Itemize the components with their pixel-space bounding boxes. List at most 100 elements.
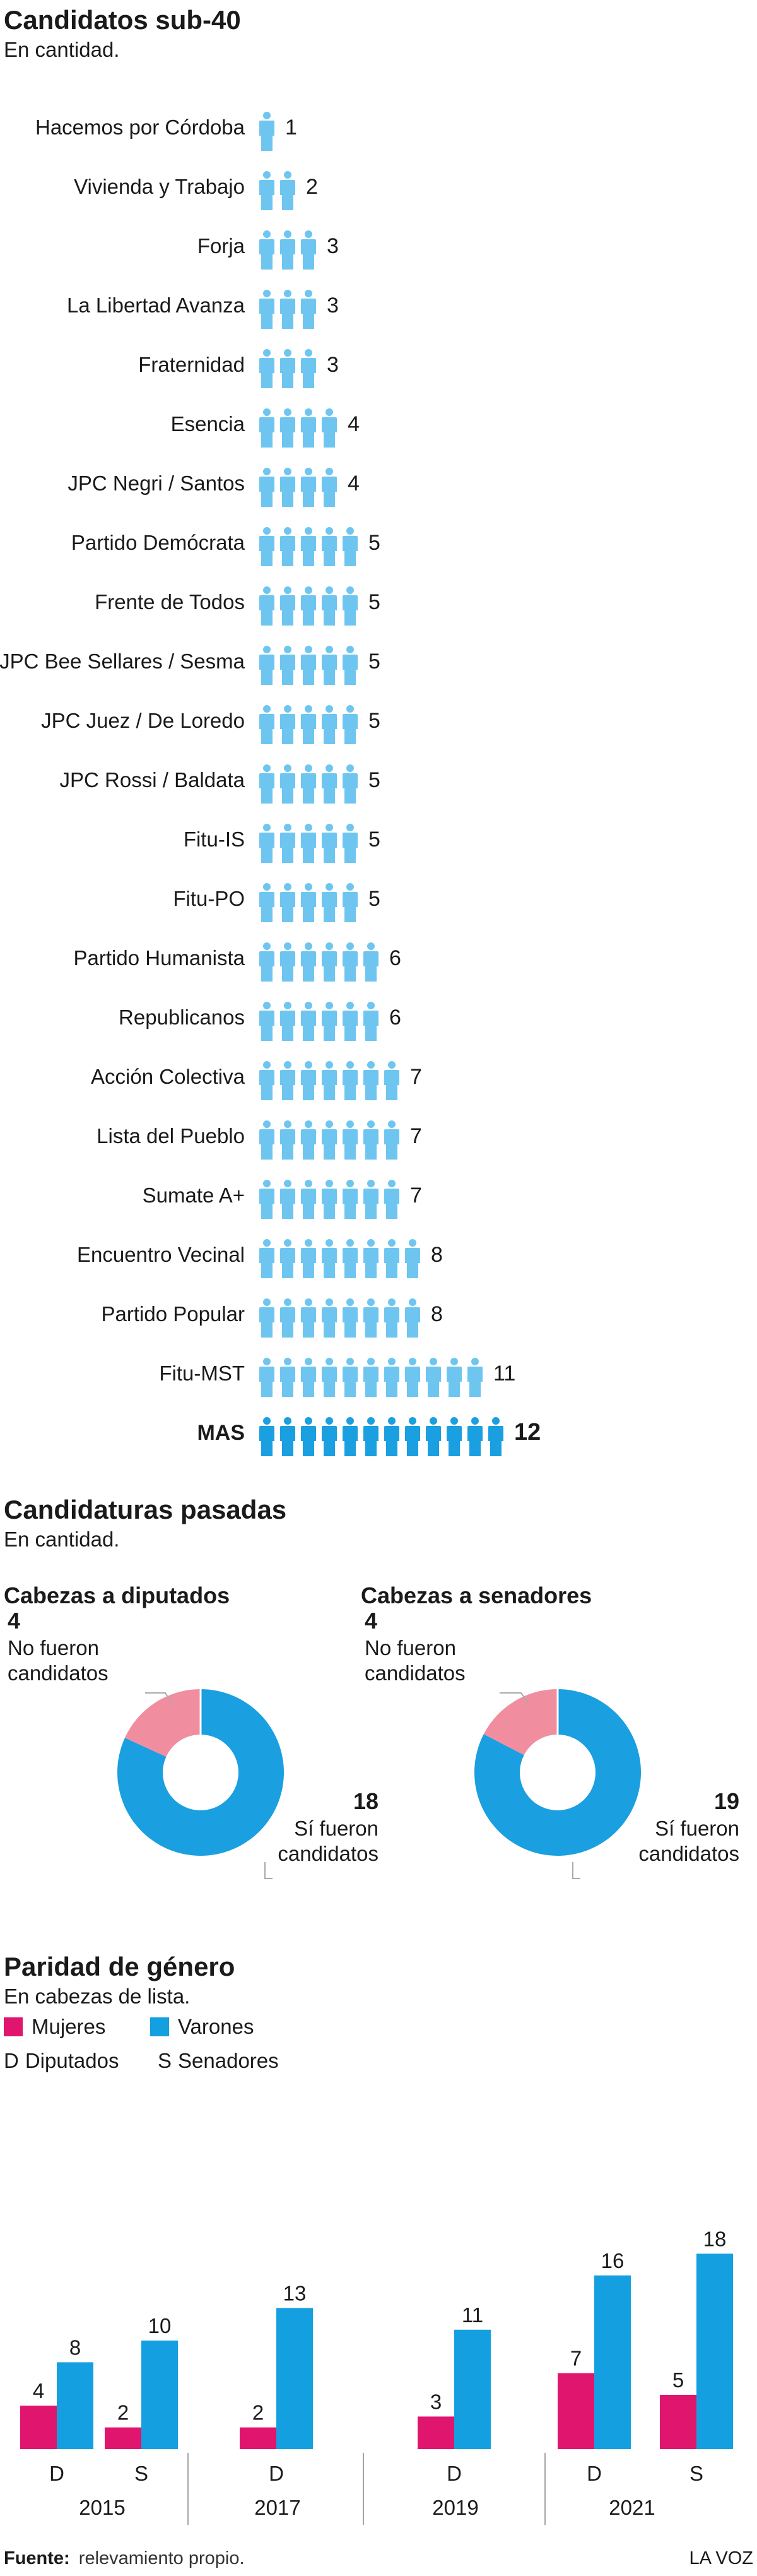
bar-value-varones: 10 [148,2314,172,2337]
person-icon [363,1417,378,1456]
pictogram-row: JPC Rossi / Baldata 5 [60,764,380,804]
person-icon [259,1180,274,1219]
value-label: 7 [410,1124,422,1148]
value-label: 8 [431,1302,443,1326]
person-icon [343,1298,358,1338]
person-icon [363,1120,378,1160]
value-label: 5 [368,590,380,614]
bar-varones [696,2253,733,2449]
party-label: MAS [197,1421,245,1445]
person-icon [384,1120,399,1160]
person-icon [280,646,295,685]
party-label: Encuentro Vecinal [77,1243,245,1266]
party-label: Forja [197,234,245,258]
value-label: 3 [327,294,339,318]
pictogram-row: Republicanos 6 [119,1002,401,1041]
person-icon [301,468,316,507]
value-label: 4 [348,412,360,436]
person-icon [280,527,295,566]
person-icon [384,1061,399,1100]
person-icon [343,1417,358,1456]
person-icon [280,468,295,507]
bar-mujeres [240,2427,276,2449]
person-icon [301,764,316,804]
person-icon [301,230,316,270]
person-icon [322,1002,337,1041]
key-item: S Senadores [158,2049,279,2072]
source-label: Fuente: [4,2548,70,2568]
no-label-line1: No fueron [365,1636,456,1659]
person-icon [301,1239,316,1278]
person-icon [301,1002,316,1041]
person-icon [488,1417,503,1456]
person-icon [259,883,274,922]
person-icon [405,1239,420,1278]
pictogram-row: Hacemos por Córdoba 1 [35,112,297,151]
pictogram-row: Encuentro Vecinal 8 [77,1239,443,1278]
person-icon [280,764,295,804]
person-icon [259,1239,274,1278]
parity-title: Paridad de género [4,1952,235,1981]
person-icon [301,942,316,982]
value-label: 5 [368,531,380,555]
party-label: Fraternidad [138,353,245,376]
person-icon [405,1298,420,1338]
party-label: Hacemos por Córdoba [35,116,245,139]
person-icon [259,646,274,685]
person-icon [301,408,316,448]
bar-varones [141,2341,178,2449]
person-icon [343,586,358,626]
year-group: 3 11 D 2019 [418,2303,491,2519]
value-label: 7 [410,1065,422,1089]
legend: Mujeres Varones D Diputados S Senadores [4,2015,279,2072]
value-label: 1 [285,116,297,139]
pictogram-row: Fitu-IS 5 [184,824,380,863]
value-label: 4 [348,472,360,496]
pictogram-row: Fitu-MST 11 [159,1358,515,1397]
person-icon [363,1002,378,1041]
person-icon [322,942,337,982]
person-icon [426,1358,441,1397]
person-icon [343,646,358,685]
person-icon [259,230,274,270]
bar-value-mujeres: 7 [570,2347,582,2370]
leader-line-no [145,1692,172,1704]
bar-varones [594,2275,631,2449]
key-code: S [158,2049,172,2072]
year-label: 2021 [609,2496,655,2519]
person-icon [322,764,337,804]
person-icon [259,1417,274,1456]
bar-mujeres [558,2373,594,2449]
person-icon [384,1298,399,1338]
person-icon [405,1358,420,1397]
party-label: La Libertad Avanza [67,294,245,317]
value-label: 8 [431,1243,443,1267]
person-icon [280,290,295,329]
source-text: relevamiento propio. [79,2548,245,2568]
value-label: 6 [389,946,401,970]
person-icon [343,527,358,566]
year-label: 2015 [79,2496,125,2519]
person-icon [343,942,358,982]
person-icon [322,586,337,626]
person-icon [280,1061,295,1100]
bar-value-mujeres: 5 [672,2368,684,2392]
bar-mujeres [20,2406,57,2449]
person-icon [259,1002,274,1041]
pictogram-row: Vivienda y Trabajo 2 [74,171,318,210]
person-icon [301,1120,316,1160]
party-label: Partido Demócrata [71,531,245,554]
bar-code-label: D [447,2462,462,2485]
person-icon [280,1120,295,1160]
pictogram-row: Frente de Todos 5 [95,586,380,626]
yes-value-label: 18 [353,1788,378,1814]
yes-label-line2: candidatos [278,1842,378,1865]
person-icon [301,705,316,744]
pictogram-row: MAS 12 [197,1417,541,1456]
bar-value-mujeres: 2 [252,2401,264,2425]
brand-logo: LA VOZ [689,2548,753,2568]
person-icon [280,586,295,626]
party-label: Republicanos [119,1006,245,1029]
